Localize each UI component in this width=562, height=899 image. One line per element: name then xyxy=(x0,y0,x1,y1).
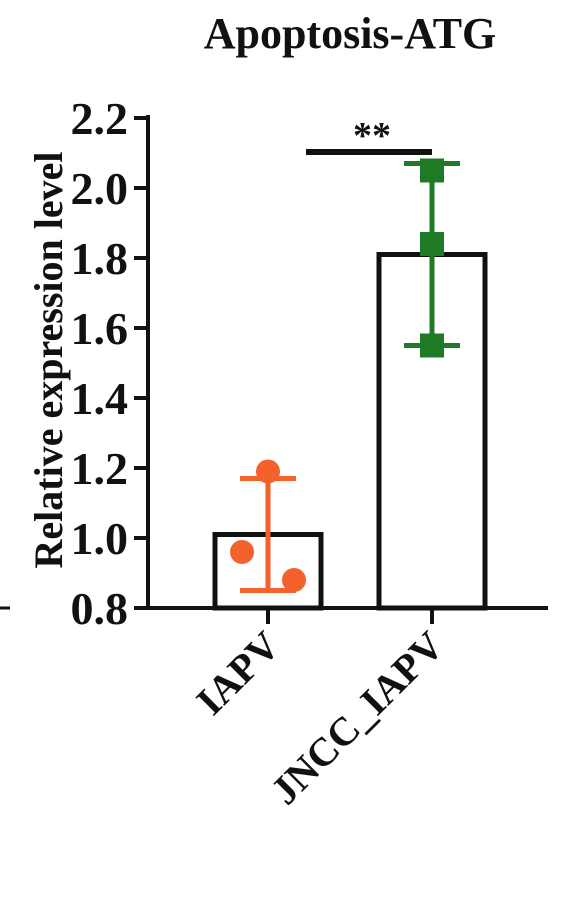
data-point xyxy=(230,540,254,564)
y-tick-label: 1.4 xyxy=(71,373,129,424)
data-point xyxy=(282,568,306,592)
y-tick-label: 2.0 xyxy=(71,163,129,214)
y-tick-label: 1.8 xyxy=(71,233,129,284)
data-point xyxy=(420,158,444,183)
y-tick-label: 1.0 xyxy=(71,513,129,564)
y-tick-label: 1.2 xyxy=(71,443,129,494)
y-axis-label: Relative expression level xyxy=(26,152,71,569)
data-point xyxy=(256,459,280,484)
y-tick-label: 1.6 xyxy=(71,303,129,354)
x-tick-label: IAPV xyxy=(187,622,288,723)
chart-title: Apoptosis-ATG xyxy=(204,9,497,58)
y-tick-label: 0.8 xyxy=(71,583,129,634)
x-tick-label: JNCC_IAPV xyxy=(262,622,453,813)
data-point xyxy=(420,333,444,358)
y-tick-label: 2.2 xyxy=(71,93,129,144)
data-point xyxy=(420,232,444,256)
